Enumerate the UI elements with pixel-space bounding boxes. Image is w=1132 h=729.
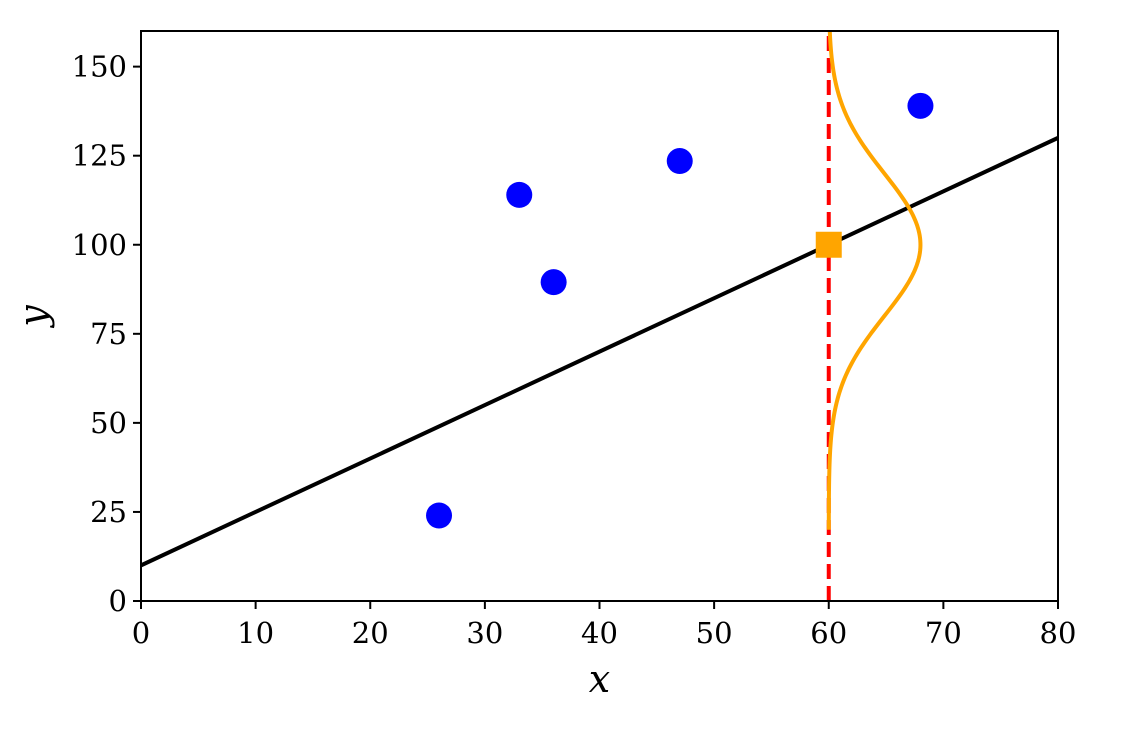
y-tick-label: 0: [109, 584, 127, 618]
y-tick-label: 25: [90, 495, 127, 529]
x-tick-label: 20: [352, 616, 389, 650]
gaussian-curve: [826, 31, 923, 530]
y-axis-ticks: 0 25 50 75 100 125 150: [72, 50, 141, 618]
y-tick-label: 75: [90, 317, 127, 351]
x-tick-label: 0: [132, 616, 150, 650]
plot-area: 0 10 20 30 40 50 60 70 80 0 25 50 75 100 125 150: [72, 30, 1077, 650]
y-axis-label: y: [11, 305, 55, 329]
y-tick-label: 50: [90, 406, 127, 440]
x-axis-ticks: 0 10 20 30 40 50 60 70 80: [132, 601, 1077, 650]
y-tick-label: 150: [72, 50, 127, 84]
regression-line: [141, 136, 1058, 568]
x-tick-label: 50: [696, 616, 733, 650]
x-tick-label: 80: [1040, 616, 1077, 650]
data-point: [666, 148, 693, 175]
data-layer: [141, 31, 1058, 601]
x-tick-label: 30: [466, 616, 503, 650]
x-tick-label: 60: [810, 616, 847, 650]
x-tick-label: 40: [581, 616, 618, 650]
data-point: [907, 92, 934, 119]
x-axis-label: x: [589, 657, 610, 701]
data-point: [426, 502, 453, 529]
x-tick-label: 70: [925, 616, 962, 650]
y-tick-label: 100: [72, 228, 127, 262]
data-point: [540, 269, 567, 296]
data-point: [506, 181, 533, 208]
y-tick-label: 125: [72, 139, 127, 173]
prediction-point: [815, 231, 842, 258]
x-tick-label: 10: [237, 616, 274, 650]
